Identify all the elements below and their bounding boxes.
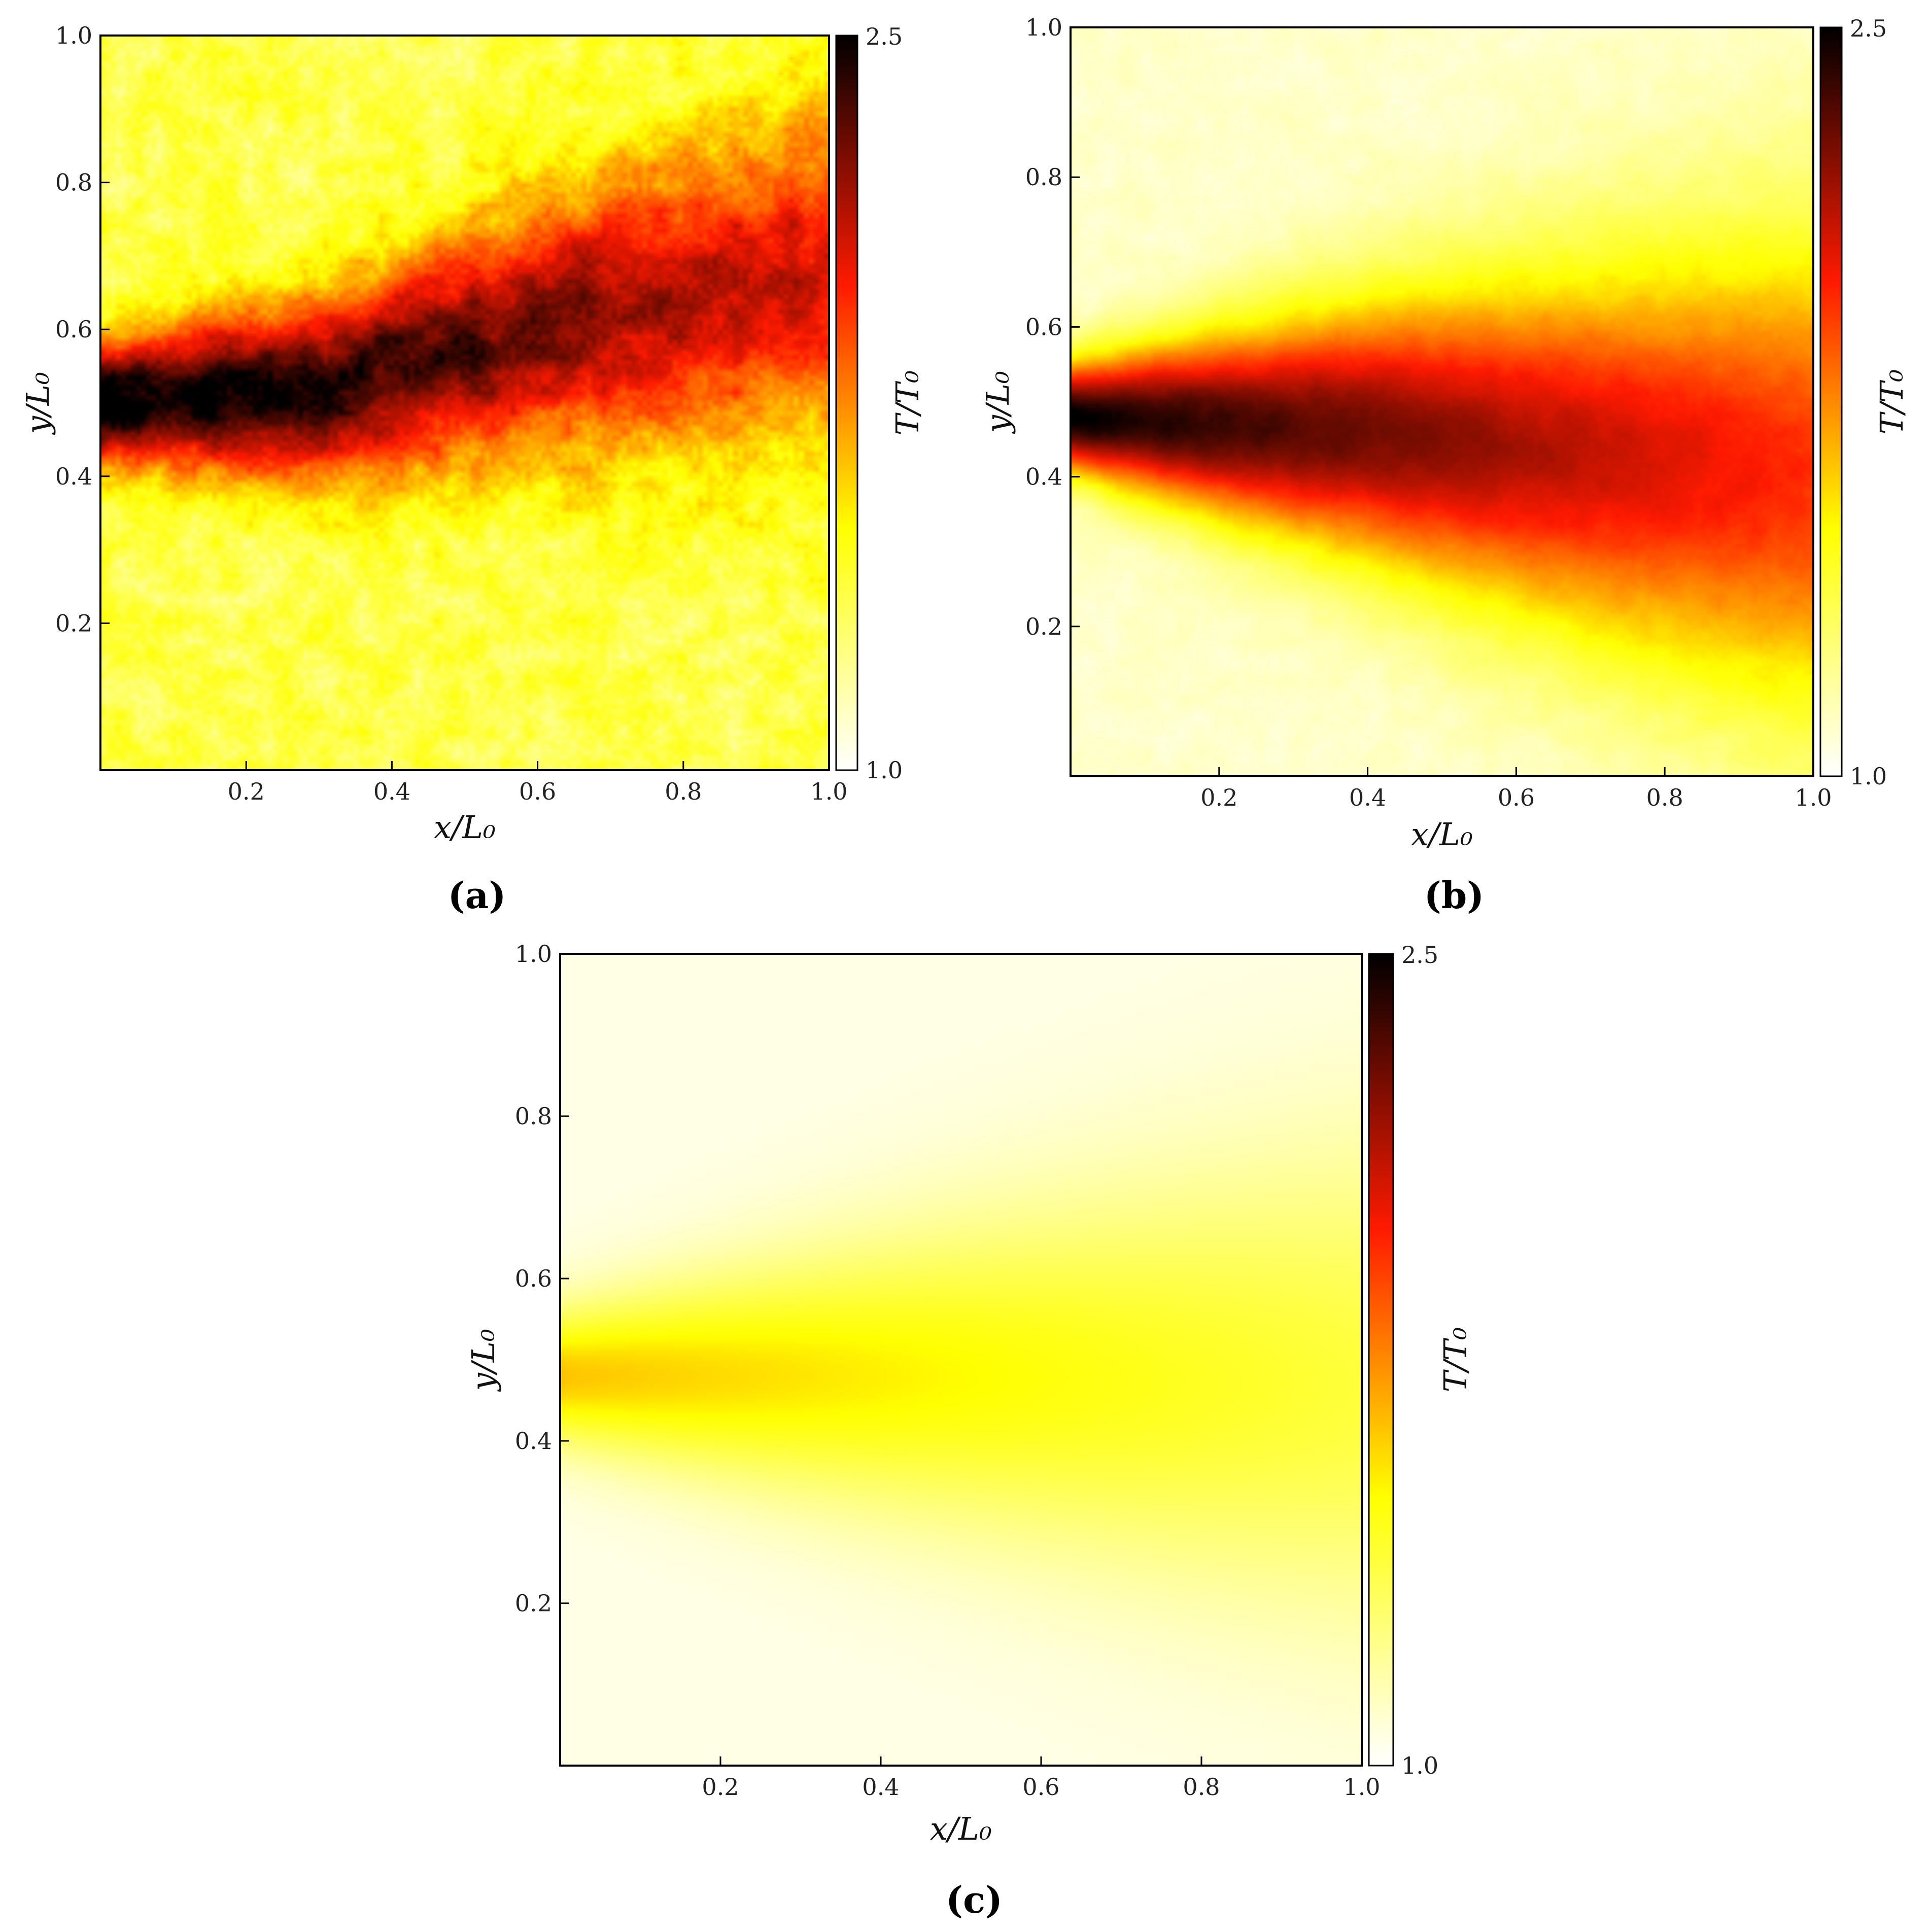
x-axis-label-b: x/L₀ — [1411, 816, 1473, 853]
x-tick-label-c-0: 0.2 — [702, 1773, 739, 1801]
x-tick-label-c-2: 0.6 — [1022, 1773, 1059, 1801]
y-tick-label-c-4: 1.0 — [515, 940, 552, 968]
y-axis-label-c: y/L₀ — [465, 1329, 502, 1392]
heatmap-a — [100, 36, 829, 770]
y-tick-label-c-3: 0.8 — [515, 1102, 552, 1130]
colorbar-max-label-a: 2.5 — [866, 23, 903, 50]
x-tick-label-a-1: 0.4 — [373, 778, 410, 805]
ticks-b: 0.2 0.2 0.4 0.4 0.6 0.6 0.8 0.8 1.0 1.0 — [1025, 14, 1832, 811]
x-tick-label-c-1: 0.4 — [862, 1773, 899, 1801]
plot-frame-a — [99, 34, 830, 771]
colorbar-max-label-b: 2.5 — [1850, 15, 1887, 42]
colorbar-max-label-c: 2.5 — [1401, 941, 1438, 969]
heatmap-b — [1071, 27, 1813, 776]
panel-a: 0.2 0.2 0.4 0.4 0.6 0.6 0.8 0.8 1.0 1.0 2.5 1.0 x… — [19, 22, 926, 917]
colorbar-title-c: T/T₀ — [1437, 1327, 1474, 1393]
x-tick-label-b-0: 0.2 — [1200, 784, 1237, 811]
y-tick-label-c-1: 0.4 — [515, 1427, 552, 1455]
colorbar-b — [1819, 26, 1843, 777]
x-tick-label-b-2: 0.6 — [1498, 784, 1535, 811]
panel-label-a: (a) — [448, 874, 506, 917]
plot-frame-c — [559, 953, 1363, 1767]
y-axis-label-b: y/L₀ — [979, 371, 1016, 434]
y-tick-label-a-3: 0.8 — [55, 169, 92, 196]
y-tick-label-c-0: 0.2 — [515, 1590, 552, 1617]
panel-label-c: (c) — [946, 1878, 1003, 1921]
y-tick-label-c-2: 0.6 — [515, 1265, 552, 1292]
heatmap-c — [560, 954, 1362, 1766]
x-tick-label-c-3: 0.8 — [1183, 1773, 1220, 1801]
x-tick-label-a-4: 1.0 — [810, 778, 847, 805]
y-tick-label-a-0: 0.2 — [55, 609, 92, 637]
panel-label-b: (b) — [1424, 874, 1484, 917]
y-tick-label-a-2: 0.6 — [55, 316, 92, 343]
y-tick-label-b-4: 1.0 — [1025, 14, 1062, 41]
panel-b: 0.2 0.2 0.4 0.4 0.6 0.6 0.8 0.8 1.0 1.0 2.5 1.0 x… — [979, 14, 1910, 917]
x-axis-label-a: x/L₀ — [434, 809, 496, 846]
panel-c: 0.2 0.2 0.4 0.4 0.6 0.6 0.8 0.8 1.0 1.0 2.5 1.0 x… — [465, 940, 1474, 1921]
y-tick-label-b-2: 0.6 — [1025, 313, 1062, 340]
x-tick-label-a-3: 0.8 — [665, 778, 702, 805]
x-tick-label-a-2: 0.6 — [519, 778, 556, 805]
colorbar-a — [835, 34, 858, 771]
ticks-c: 0.2 0.2 0.4 0.4 0.6 0.6 0.8 0.8 1.0 1.0 — [515, 940, 1381, 1801]
x-axis-label-c: x/L₀ — [930, 1810, 992, 1847]
y-tick-label-a-4: 1.0 — [55, 22, 92, 49]
y-tick-label-b-0: 0.2 — [1025, 613, 1062, 640]
y-tick-label-a-1: 0.4 — [55, 463, 92, 490]
colorbar-title-a: T/T₀ — [889, 370, 926, 436]
y-tick-label-b-1: 0.4 — [1025, 463, 1062, 491]
x-tick-label-b-4: 1.0 — [1795, 784, 1832, 811]
plot-frame-b — [1070, 26, 1814, 777]
x-tick-label-a-0: 0.2 — [228, 778, 265, 805]
colorbar-title-b: T/T₀ — [1873, 369, 1910, 435]
x-tick-label-b-1: 0.4 — [1349, 784, 1386, 811]
x-tick-label-c-4: 1.0 — [1343, 1773, 1380, 1801]
y-axis-label-a: y/L₀ — [19, 372, 56, 435]
colorbar-c — [1368, 953, 1394, 1767]
colorbar-min-label-c: 1.0 — [1401, 1752, 1438, 1779]
colorbar-min-label-a: 1.0 — [866, 756, 903, 784]
ticks-a: 0.2 0.2 0.4 0.4 0.6 0.6 0.8 0.8 1.0 1.0 — [55, 22, 848, 805]
y-tick-label-b-3: 0.8 — [1025, 163, 1062, 191]
x-tick-label-b-3: 0.8 — [1646, 784, 1683, 811]
colorbar-min-label-b: 1.0 — [1850, 763, 1887, 790]
